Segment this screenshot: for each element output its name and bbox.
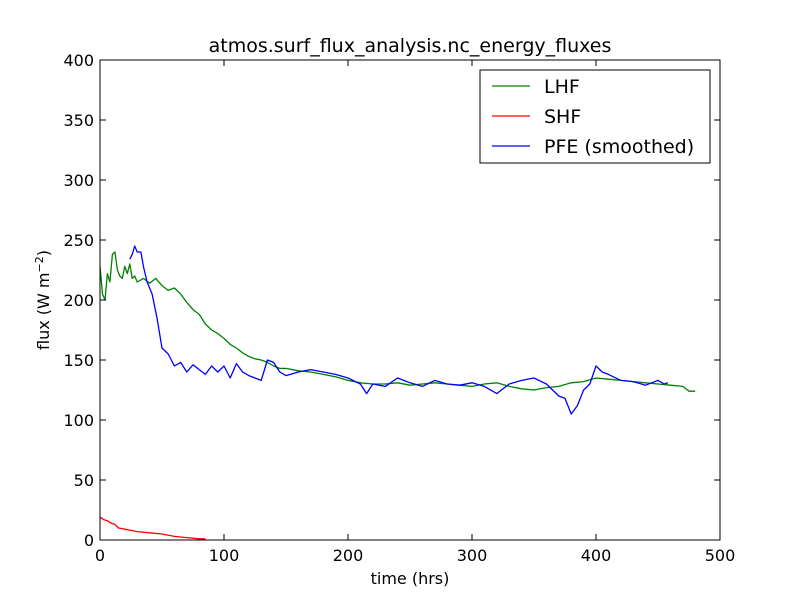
series-line-2	[129, 245, 669, 415]
series-layer	[100, 245, 696, 540]
y-tick-label: 200	[63, 291, 94, 310]
y-tick-label: 150	[63, 351, 94, 370]
x-tick-label: 300	[457, 546, 488, 565]
legend-label-2: PFE (smoothed)	[544, 136, 694, 158]
x-tick-label: 500	[705, 546, 736, 565]
axes-layer: 0 100 200 300 400 500 0 50 100 150 200 250 300 350 400	[63, 51, 735, 565]
y-axis-label-close: )	[34, 250, 53, 256]
y-tick-label: 300	[63, 171, 94, 190]
y-axis-label: flux (W m−2)	[33, 250, 54, 350]
y-tick-label: 250	[63, 231, 94, 250]
y-tick-label: 400	[63, 51, 94, 70]
x-tick-label: 100	[209, 546, 240, 565]
legend-label-1: SHF	[544, 106, 581, 128]
x-tick-label: 200	[333, 546, 364, 565]
chart-title: atmos.surf_flux_analysis.nc_energy_fluxe…	[209, 35, 612, 57]
y-tick-label: 0	[84, 531, 94, 550]
y-tick-label: 350	[63, 111, 94, 130]
series-line-1	[100, 516, 206, 540]
y-tick-label: 100	[63, 411, 94, 430]
legend-label-0: LHF	[544, 76, 580, 98]
series-line-0	[100, 251, 696, 392]
legend: LHF SHF PFE (smoothed)	[479, 69, 711, 164]
x-tick-label: 400	[581, 546, 612, 565]
x-axis-label: time (hrs)	[371, 569, 450, 588]
y-axis-label-text: flux (W m	[34, 272, 53, 350]
x-tick-label: 0	[95, 546, 105, 565]
y-axis-label-superscript: −2	[33, 256, 46, 272]
y-tick-label: 50	[74, 471, 94, 490]
